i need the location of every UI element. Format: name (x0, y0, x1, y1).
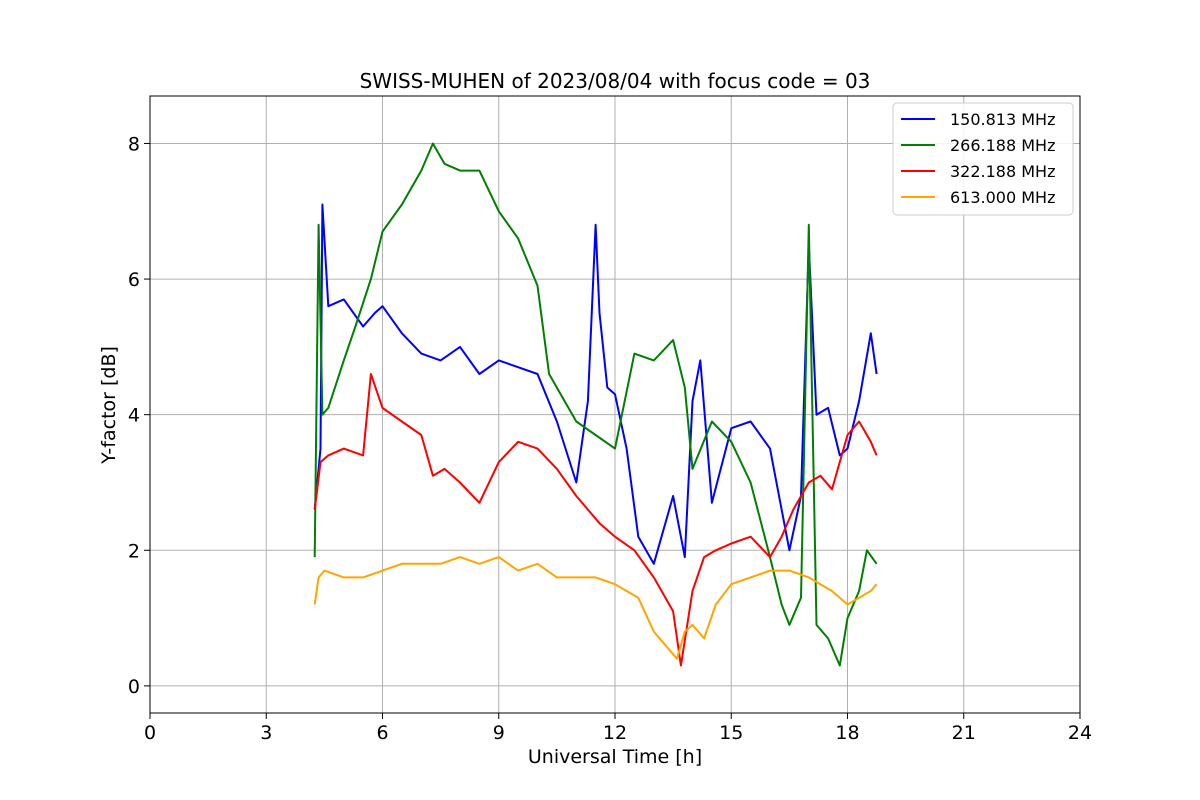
legend-label: 150.813 MHz (950, 110, 1055, 129)
x-tick-label: 21 (952, 722, 976, 744)
legend-label: 613.000 MHz (950, 188, 1055, 207)
x-tick-label: 15 (719, 722, 743, 744)
x-tick-label: 9 (493, 722, 505, 744)
legend-label: 322.188 MHz (950, 162, 1055, 181)
legend-box (892, 102, 1074, 216)
y-tick-label: 4 (128, 405, 140, 427)
series-layer (313, 142, 878, 667)
x-tick-label: 0 (144, 722, 156, 744)
y-tick-label: 8 (128, 133, 140, 155)
y-tick-label: 6 (128, 269, 140, 291)
series-line-4 (313, 556, 878, 660)
x-tick-label: 18 (835, 722, 859, 744)
y-axis-label: Y-factor [dB] (98, 346, 120, 465)
x-tick-label: 24 (1068, 722, 1092, 744)
legend: 150.813 MHz 266.188 MHz 322.188 MHz 613.000… (892, 102, 1074, 216)
series-line-3 (313, 373, 878, 667)
legend-label: 266.188 MHz (950, 136, 1055, 155)
x-tick-label: 3 (260, 722, 272, 744)
chart-title: SWISS-MUHEN of 2023/08/04 with focus cod… (360, 69, 871, 93)
series-line-2 (313, 142, 878, 667)
y-tick-label: 2 (128, 540, 140, 562)
x-axis-label: Universal Time [h] (528, 746, 702, 768)
x-tick-label: 12 (603, 722, 627, 744)
y-tick-label: 0 (128, 676, 140, 698)
x-tick-label: 6 (376, 722, 388, 744)
